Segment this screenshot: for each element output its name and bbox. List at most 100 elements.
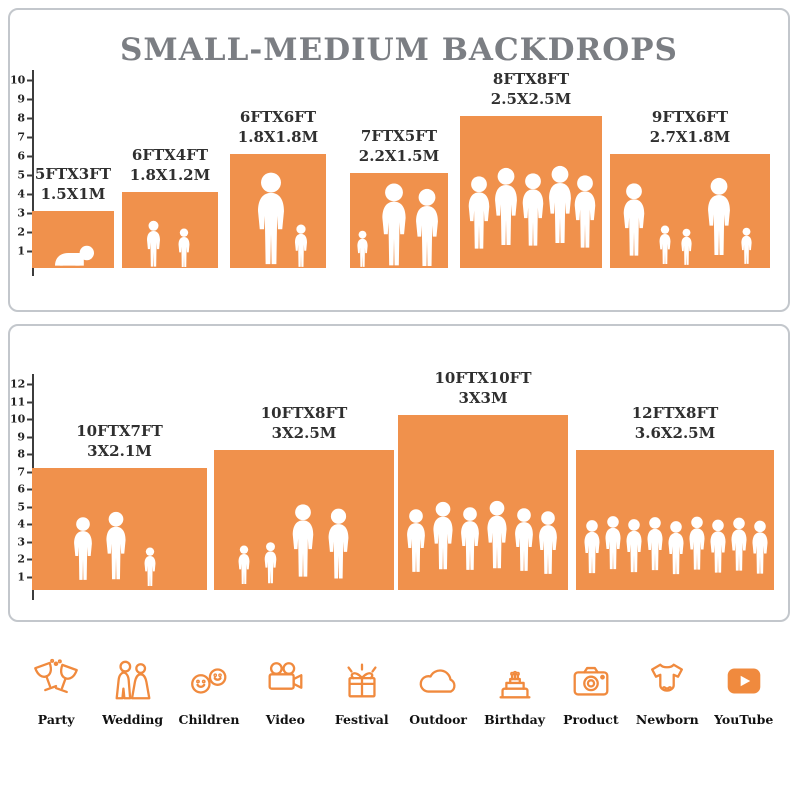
backdrop-bar [610,154,770,268]
people-silhouette [258,172,308,267]
party-icon [34,658,79,694]
size-ft: 10FTX7FT [76,422,163,440]
people-silhouette [238,504,349,584]
backdrop-size-label: 8FTX8FT 2.5X2.5M [460,70,602,109]
festival-icon [347,663,377,698]
category-label: Children [178,712,240,727]
ruler-tick: 7 [10,466,34,479]
category-label: Product [563,712,619,727]
backdrop-size-label: 6FTX6FT 1.8X1.8M [230,108,326,147]
backdrop-bar [230,154,326,268]
ruler-tick: 12 [10,378,34,391]
ruler-tick: 1 [10,245,34,258]
backdrop-bar [32,468,207,590]
ruler-tick: 3 [10,536,34,549]
category-outdoor: Outdoor [403,658,473,727]
size-m: 1.8X1.2M [129,165,211,184]
category-product: Product [556,658,626,727]
size-ft: 5FTX3FT [34,165,112,183]
people-silhouette [357,183,438,267]
backdrop-item-10x7: 10FTX7FT 3X2.1M [32,422,207,590]
backdrop-size-label: 12FTX8FT 3.6X2.5M [576,404,774,443]
people-silhouette [468,165,596,249]
backdrop-size-label: 5FTX3FT 1.5X1M [32,165,114,204]
backdrop-size-label: 6FTX4FT 1.8X1.2M [122,146,218,185]
people-silhouette [407,500,557,574]
ruler-tick: 9 [10,93,34,106]
video-icon [268,662,303,690]
ruler-tick: 8 [10,448,34,461]
backdrop-size-label: 10FTX10FT 3X3M [398,369,568,408]
category-label: Party [37,712,75,727]
category-video: Video [250,658,320,727]
category-wedding: Wedding [98,658,168,727]
backdrop-item-10x10: 10FTX10FT 3X3M [398,369,568,590]
backdrop-size-label: 7FTX5FT 2.2X1.5M [350,127,448,166]
category-label: Video [265,712,305,727]
ruler-tick: 7 [10,131,34,144]
people-silhouette [623,177,752,265]
ruler-tick: 4 [10,518,34,531]
panel-medium-backdrops: 12 11 10 9 8 7 6 5 4 3 2 1 10FTX7FT 3X2.… [8,324,790,622]
ruler-tick: 1 [10,571,34,584]
size-m: 3X3M [458,388,508,407]
backdrop-bar [576,450,774,590]
backdrop-bar [214,450,394,590]
children-icon [191,668,227,694]
ruler-tick: 5 [10,169,34,182]
size-m: 1.5X1M [40,184,106,203]
youtube-icon [727,668,760,694]
people-silhouette [73,511,155,586]
category-label: Festival [334,712,389,727]
size-m: 2.7X1.8M [649,127,731,146]
category-label: Outdoor [409,712,468,727]
product-icon [573,666,609,696]
ruler-tick: 2 [10,553,34,566]
backdrop-bar [460,116,602,268]
backdrop-item-6x6: 6FTX6FT 1.8X1.8M [230,108,326,268]
category-label: Birthday [484,712,545,727]
backdrop-size-label: 9FTX6FT 2.7X1.8M [610,108,770,147]
backdrop-bar [122,192,218,268]
size-ft: 8FTX8FT [492,70,570,88]
ruler-tick: 5 [10,501,34,514]
size-ft: 10FTX10FT [434,369,532,387]
size-ft: 12FTX8FT [631,404,719,422]
backdrop-item-7x5: 7FTX5FT 2.2X1.5M [350,127,448,268]
backdrop-item-5x3: 5FTX3FT 1.5X1M [32,165,114,268]
category-label: Newborn [635,712,699,727]
ruler-tick: 6 [10,150,34,163]
ruler-tick: 4 [10,188,34,201]
category-label: Wedding [102,712,164,727]
birthday-icon [499,670,531,699]
people-silhouette [147,220,190,267]
backdrop-item-9x6: 9FTX6FT 2.7X1.8M [610,108,770,268]
category-festival: Festival [327,658,397,727]
category-party: Party [21,658,91,727]
size-ft: 6FTX4FT [131,146,209,164]
size-ft: 10FTX8FT [260,404,348,422]
backdrop-bar [32,211,114,268]
page-title: SMALL-MEDIUM BACKDROPS [120,32,678,68]
size-m: 2.2X1.5M [358,146,440,165]
category-newborn: Newborn [632,658,702,727]
size-m: 3X2.5M [271,423,337,442]
ruler-tick: 9 [10,431,34,444]
backdrop-size-label: 10FTX7FT 3X2.1M [32,422,207,461]
backdrop-item-6x4: 6FTX4FT 1.8X1.2M [122,146,218,268]
backdrop-bar [350,173,448,268]
backdrop-item-8x8: 8FTX8FT 2.5X2.5M [460,70,602,268]
ruler-tick: 10 [10,413,34,426]
outdoor-icon [419,669,456,693]
category-row: Party Wedding Children Vi [0,658,800,727]
category-youtube: YouTube [709,658,779,727]
people-silhouette [55,245,94,266]
ruler-tick: 8 [10,112,34,125]
wedding-icon [115,660,151,700]
size-m: 1.8X1.8M [237,127,319,146]
ruler-tick: 6 [10,483,34,496]
category-label: YouTube [714,712,774,727]
ruler-tick: 11 [10,396,34,409]
backdrop-bar [398,415,568,590]
